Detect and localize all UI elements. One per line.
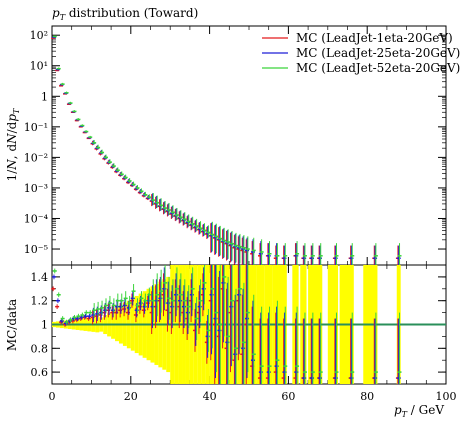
x-tick-label: 80 (360, 390, 374, 403)
y-tick-label: 10¹ (30, 60, 48, 73)
ratio-y-tick-label: 1.4 (31, 271, 49, 284)
x-tick-label: 20 (124, 390, 138, 403)
y-tick-label: 10⁻⁵ (24, 243, 48, 256)
x-tick-label: 60 (281, 390, 295, 403)
y-axis-label: 1/N, dN/dpT (5, 108, 21, 181)
legend-entry: MC (LeadJet-25eta-20GeV) (296, 46, 460, 60)
ratio-y-tick-label: 1 (41, 319, 48, 332)
ratio-y-tick-label: 0.6 (31, 366, 49, 379)
y-tick-label: 10² (30, 29, 48, 42)
ratio-y-tick-label: 0.8 (31, 342, 49, 355)
main-data-points (51, 35, 402, 265)
x-axis-label: pT / GeV (394, 403, 444, 419)
x-tick-label: 0 (49, 390, 56, 403)
y-tick-label: 10⁻⁴ (24, 212, 49, 225)
ratio-data-points (51, 265, 402, 384)
legend-entry: MC (LeadJet-1eta-20GeV) (296, 31, 453, 45)
y-tick-label: 10⁻¹ (24, 121, 48, 134)
legend: MC (LeadJet-1eta-20GeV)MC (LeadJet-25eta… (262, 31, 460, 75)
y-tick-label: 1 (41, 90, 48, 103)
ratio-y-axis-label: MC/data (5, 299, 19, 351)
x-tick-label: 40 (203, 390, 217, 403)
ratio-y-tick-label: 1.2 (31, 295, 49, 308)
legend-entry: MC (LeadJet-52eta-20GeV) (296, 61, 460, 75)
y-tick-label: 10⁻³ (24, 182, 48, 195)
x-tick-label: 100 (436, 390, 457, 403)
chart-title: pT distribution (Toward) (52, 6, 198, 22)
y-tick-label: 10⁻² (24, 151, 48, 164)
